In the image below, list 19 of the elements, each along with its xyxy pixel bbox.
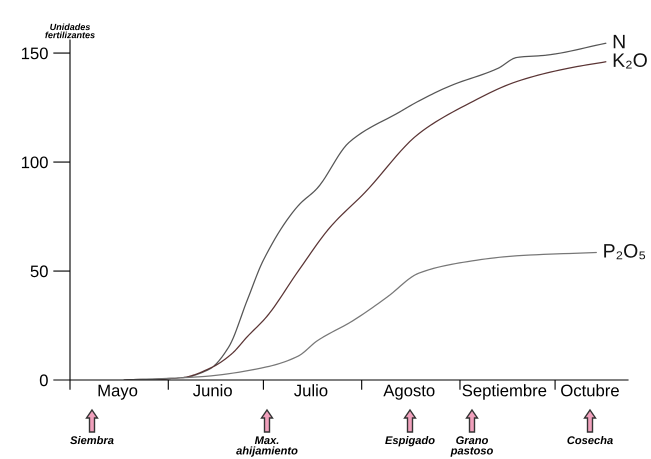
x-tick-label: Octubre [561, 384, 619, 396]
x-tick-label: Mayo [98, 384, 138, 400]
series-label: K₂O [614, 53, 647, 68]
x-tick-label: Agosto [383, 384, 434, 400]
y-axis-title: Unidades fertilizantes [45, 23, 95, 38]
y-tick-label: 150 [22, 47, 48, 60]
y-tick-label: 50 [30, 265, 48, 278]
text: Grano pastoso [450, 436, 493, 457]
series-label: N [614, 34, 625, 48]
y-tick-label: 100 [22, 156, 48, 168]
text: Cosecha [567, 436, 613, 444]
series-label: P₂O₅ [604, 244, 646, 260]
text: Max. ahijamiento [236, 436, 298, 457]
x-tick-label: Septiembre [462, 384, 546, 400]
text: Espigado [385, 436, 435, 446]
x-tick-label: Junio [193, 384, 232, 396]
text: Siembra [70, 436, 114, 444]
x-tick-label: Julio [294, 384, 328, 396]
y-tick-label: 0 [40, 374, 48, 386]
